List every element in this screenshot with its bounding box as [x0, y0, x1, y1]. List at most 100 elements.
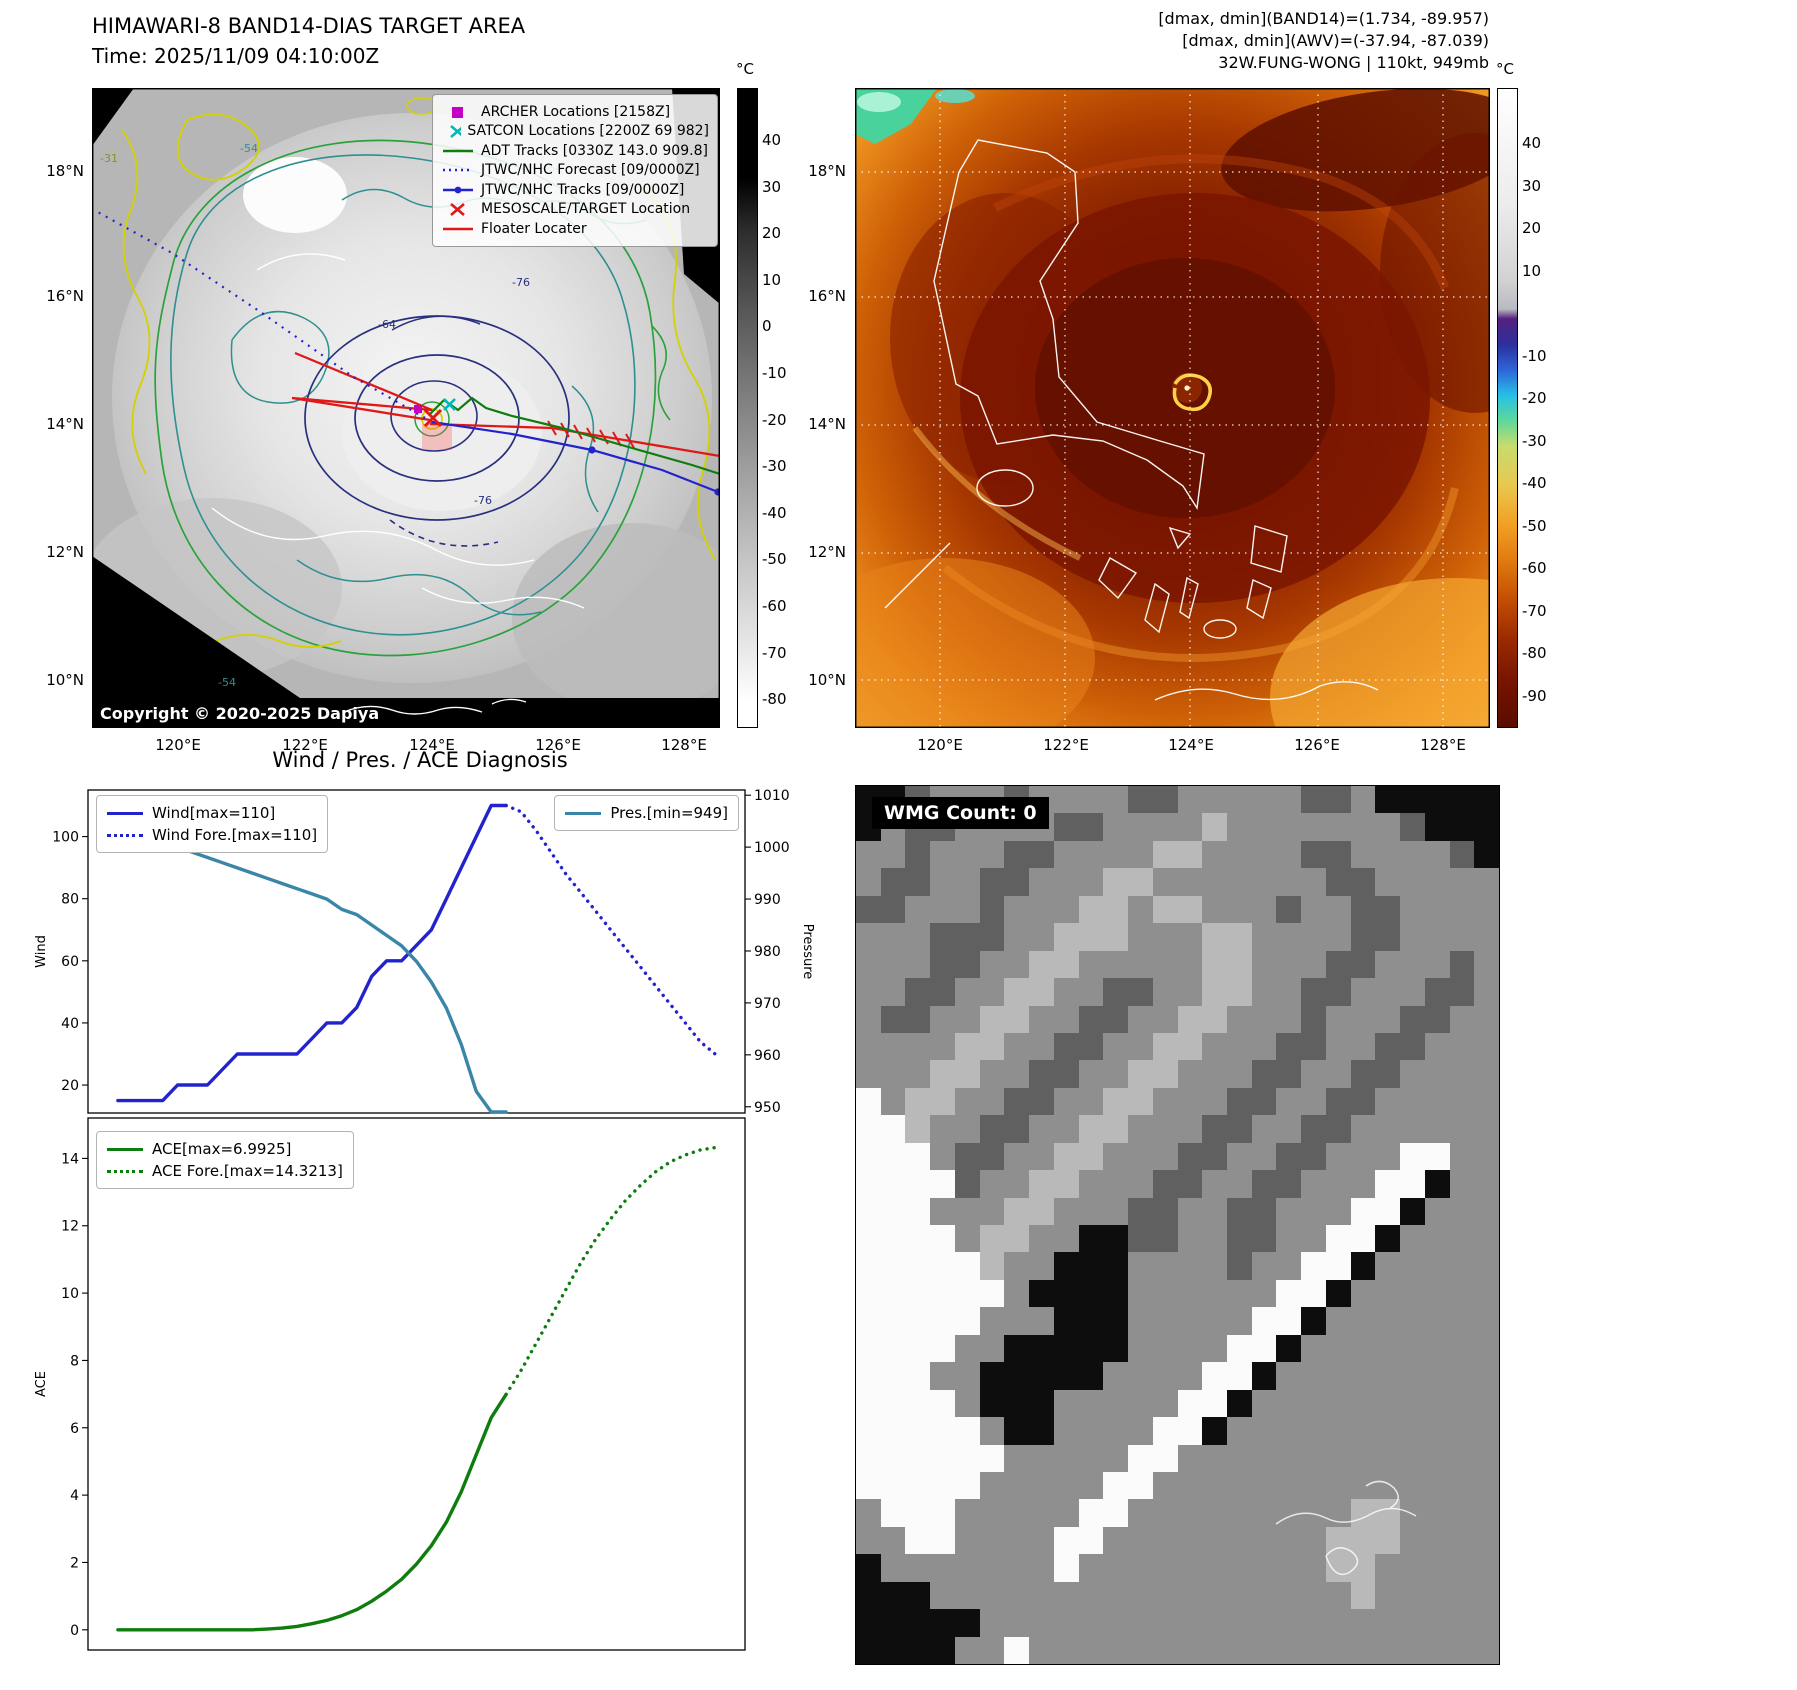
wmg-cell	[1128, 1554, 1153, 1582]
map-legend-label: JTWC/NHC Forecast [09/0000Z]	[481, 162, 700, 179]
wmg-cell	[856, 1060, 881, 1088]
wmg-cell	[979, 1636, 1005, 1664]
wmg-cell	[1301, 786, 1326, 814]
wmg-cell	[1400, 786, 1425, 814]
wmg-cell	[979, 840, 1005, 869]
wmg-cell	[954, 1032, 980, 1061]
y-axis-title: Wind	[34, 935, 49, 968]
y-axis-tick-label: 990	[754, 892, 781, 908]
wmg-cell	[1152, 1499, 1178, 1527]
wmg-pixel-image	[856, 786, 1499, 1664]
wmg-cell	[1474, 1499, 1499, 1527]
wmg-cell	[1301, 1444, 1326, 1472]
series-ACE Fore.[max=14.3213]	[504, 1145, 717, 1397]
wmg-cell	[856, 1307, 881, 1335]
wmg-cell	[856, 1417, 881, 1445]
colorbar-tick-label: 30	[1522, 176, 1542, 195]
wmg-cell	[1226, 840, 1252, 869]
wmg-cell	[1029, 1554, 1054, 1582]
wmg-cell	[905, 1417, 931, 1445]
wmg-cell	[1202, 786, 1227, 814]
wmg-cell	[1449, 1554, 1475, 1582]
wmg-cell	[1152, 1005, 1178, 1033]
wmg-cell	[1474, 950, 1499, 979]
wmg-cell	[1226, 1307, 1252, 1335]
lat-tick-label: 12°N	[808, 543, 846, 561]
wmg-cell	[1474, 1389, 1499, 1418]
wmg-cell	[979, 1471, 1005, 1500]
wmg-cell	[856, 1499, 881, 1527]
y-axis-tick-label: 8	[70, 1353, 79, 1369]
wmg-cell	[1375, 840, 1401, 869]
legend-label: Wind[max=110]	[152, 804, 276, 822]
wmg-cell	[1424, 868, 1450, 896]
wmg-cell	[1375, 1252, 1401, 1280]
wmg-cell	[1375, 813, 1401, 841]
map-legend-item: Floater Locater	[441, 219, 709, 239]
contour-label: -31	[100, 152, 118, 165]
wmg-cell	[1301, 1417, 1326, 1445]
y-axis-title: ACE	[34, 1371, 49, 1397]
storm-eye	[1172, 373, 1212, 412]
lon-tick-label: 128°E	[661, 736, 707, 754]
wmg-cell	[1375, 1279, 1401, 1308]
wmg-cell	[1375, 1087, 1401, 1116]
wmg-cell	[1029, 1636, 1054, 1664]
wmg-cell	[1350, 1526, 1376, 1555]
wmg-cell	[1029, 1087, 1054, 1116]
wmg-cell	[1029, 1252, 1054, 1280]
lon-tick-label: 122°E	[282, 736, 328, 754]
wmg-cell	[1251, 1115, 1277, 1143]
wmg-cell	[930, 1032, 955, 1061]
ace-legend: ACE[max=6.9925] ACE Fore.[max=14.3213]	[96, 1131, 354, 1189]
wmg-cell	[1128, 1334, 1153, 1363]
wmg-cell	[1078, 1581, 1104, 1610]
wmg-cell	[1226, 1389, 1252, 1418]
wmg-cell	[1251, 950, 1277, 979]
wmg-cell	[1152, 1087, 1178, 1116]
wmg-cell	[1251, 1609, 1277, 1637]
wmg-cell	[1128, 813, 1153, 841]
wmg-cell	[1152, 1032, 1178, 1061]
wmg-cell	[1053, 1499, 1079, 1527]
wmg-cell	[1474, 1115, 1499, 1143]
wmg-cell	[1128, 1444, 1153, 1472]
wmg-cell	[1053, 840, 1079, 869]
wmg-cell	[1202, 978, 1227, 1006]
wmg-cell	[1004, 1115, 1030, 1143]
wmg-cell	[1474, 923, 1499, 951]
wmg-cell	[1128, 1417, 1153, 1445]
wmg-cell	[1400, 1581, 1425, 1610]
wmg-cell	[1128, 1005, 1153, 1033]
wmg-cell	[1004, 950, 1030, 979]
lat-tick-label: 18°N	[808, 162, 846, 180]
wmg-cell	[1103, 813, 1129, 841]
wmg-cell	[930, 950, 955, 979]
wmg-cell	[954, 1170, 980, 1198]
wmg-cell	[905, 840, 931, 869]
wmg-cell	[930, 1499, 955, 1527]
wmg-cell	[856, 1115, 881, 1143]
wmg-cell	[905, 950, 931, 979]
wmg-cell	[954, 840, 980, 869]
archer-location-marker	[414, 405, 422, 413]
wmg-cell	[954, 923, 980, 951]
wmg-cell	[1078, 1307, 1104, 1335]
legend-item: ACE Fore.[max=14.3213]	[107, 1160, 343, 1182]
lon-tick-label: 120°E	[917, 736, 963, 754]
y-axis-tick-label: 4	[70, 1488, 79, 1504]
wmg-cell	[1004, 1526, 1030, 1555]
wmg-cell	[1177, 978, 1203, 1006]
wmg-cell	[1004, 1087, 1030, 1116]
wmg-cell	[1053, 923, 1079, 951]
wmg-cell	[979, 1060, 1005, 1088]
wmg-cell	[1350, 813, 1376, 841]
wmg-cell	[1078, 1417, 1104, 1445]
wmg-cell	[1424, 1334, 1450, 1363]
wmg-cell	[1350, 1005, 1376, 1033]
wmg-cell	[1449, 1307, 1475, 1335]
wmg-cell	[880, 1526, 906, 1555]
wmg-cell	[1053, 1142, 1079, 1171]
wmg-cell	[880, 1581, 906, 1610]
wmg-cell	[1350, 1417, 1376, 1445]
